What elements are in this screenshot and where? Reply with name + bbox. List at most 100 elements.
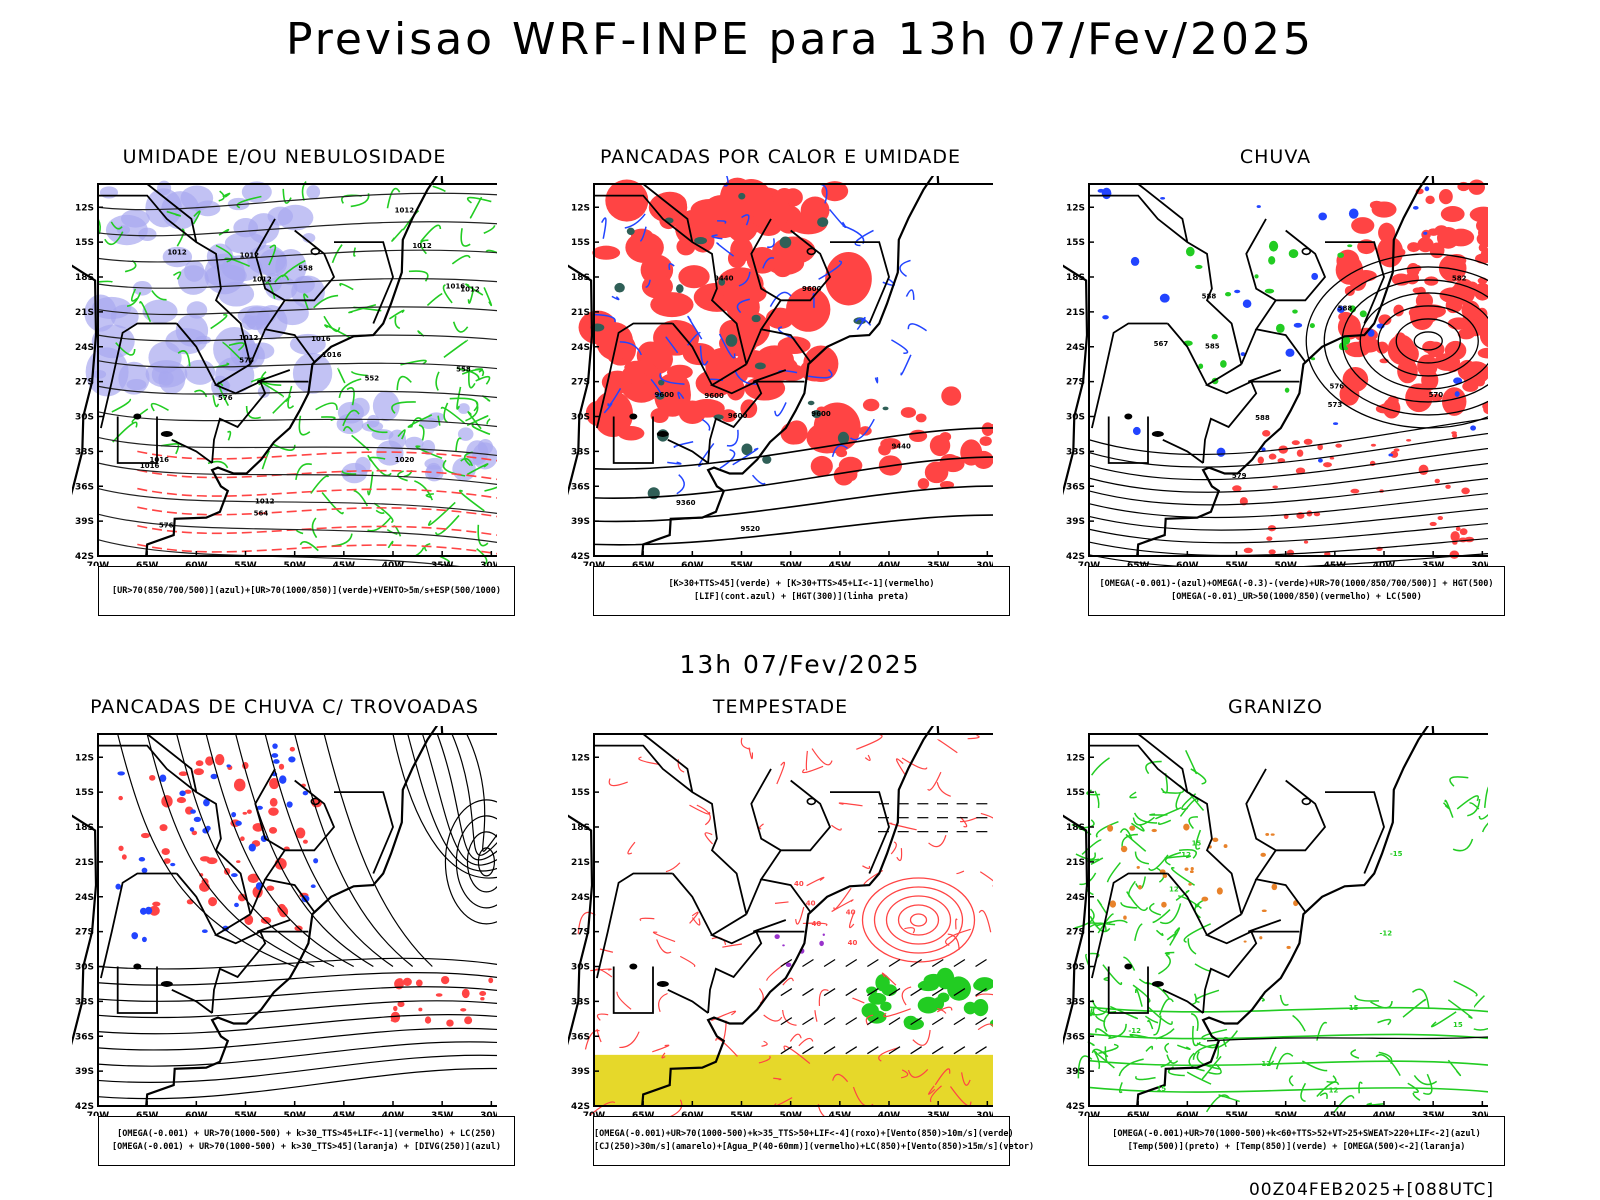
water-contour <box>795 906 805 925</box>
water-contour <box>937 1007 947 1014</box>
instability-area <box>617 426 645 441</box>
teal-area <box>658 379 665 386</box>
divergence-blue <box>203 798 210 807</box>
water-contour <box>661 1052 666 1059</box>
contour-label: -12 <box>1128 1027 1141 1035</box>
divergence-blue <box>231 811 237 818</box>
humidity-green-contour <box>391 401 416 414</box>
humidity-green-contour <box>110 221 123 230</box>
rain-area <box>1378 314 1392 326</box>
lon-tick-label: 45W <box>333 1111 356 1116</box>
wind-vector <box>823 1046 836 1055</box>
lat-tick-label: 36S <box>571 1032 590 1042</box>
wind-vector <box>975 1017 987 1026</box>
water-contour <box>888 822 917 831</box>
humidity-green-contour <box>115 342 136 356</box>
temp850-contour <box>1186 1071 1212 1085</box>
thunder-red <box>191 830 198 836</box>
humidity-green-contour <box>408 270 429 282</box>
water-contour <box>907 1069 929 1078</box>
thunder-red <box>193 768 204 776</box>
omega-orange <box>1120 845 1128 853</box>
lat-tick-label: 33S <box>571 997 590 1007</box>
storm-purple <box>774 934 780 940</box>
omega-orange <box>1151 828 1157 833</box>
lake <box>1301 797 1312 806</box>
temp850-contour <box>1092 1049 1115 1069</box>
instability-area <box>836 448 848 458</box>
isobar-line <box>97 277 497 289</box>
contour-label: 40 <box>794 880 804 888</box>
thunder-red <box>149 774 156 781</box>
streamline <box>97 1000 497 1019</box>
rain-area <box>1438 189 1453 205</box>
omega-blue <box>1367 329 1375 337</box>
border-line <box>830 241 890 324</box>
lon-tick-label: 70W <box>583 1111 606 1116</box>
omega-orange <box>1123 915 1127 920</box>
divergence-blue <box>279 775 287 784</box>
humidity-area <box>292 352 333 394</box>
water-contour <box>798 1037 814 1047</box>
thunder-red <box>289 746 296 752</box>
temp850-contour <box>1160 1059 1173 1068</box>
streamline <box>294 733 414 967</box>
isobar-line <box>97 462 497 486</box>
temp850-contour <box>1159 903 1182 925</box>
wind-vector <box>845 988 858 997</box>
teal-area <box>626 227 635 236</box>
thunder-red <box>215 754 225 766</box>
border-line <box>1167 322 1208 386</box>
temp850-contour <box>1194 903 1200 908</box>
humidity-green-contour <box>351 434 370 451</box>
divergence-blue <box>139 907 147 915</box>
water-contour <box>904 927 916 934</box>
rain-area <box>1469 206 1488 223</box>
streamline <box>97 1014 497 1035</box>
water-contour <box>927 771 942 791</box>
wind-vector <box>780 988 793 997</box>
lat-tick-label: 12S <box>1066 753 1085 763</box>
wind-vector <box>867 1017 879 1026</box>
teal-area <box>811 410 822 419</box>
humidity-green-contour <box>310 475 330 494</box>
rain-area <box>1425 195 1435 205</box>
water-contour <box>691 917 701 926</box>
lon-tick-label: 55W <box>730 1111 753 1116</box>
humidity-green-contour <box>236 195 262 209</box>
border-line <box>98 744 252 915</box>
panel-trovoadas: PANCADAS DE CHUVA C/ TROVOADAS 12S 15S 18S… <box>72 696 515 1176</box>
panel-title: UMIDADE E/OU NEBULOSIDADE <box>122 146 447 168</box>
lat-tick-label: 30S <box>1066 413 1085 423</box>
contour-label: 9360 <box>676 499 696 507</box>
water-contour <box>928 834 947 848</box>
contour-label: 1020 <box>395 456 415 464</box>
water-contour <box>862 865 871 869</box>
temp850-contour <box>1178 849 1197 859</box>
divergence-blue <box>141 867 148 874</box>
water-contour <box>704 832 714 845</box>
humidity-area <box>457 403 470 414</box>
omega-blue <box>1216 447 1226 457</box>
thickness-contour <box>137 450 497 462</box>
lif-contour <box>736 298 750 314</box>
water-contour <box>975 993 993 998</box>
humidity-green-contour <box>166 210 182 217</box>
west-coastline <box>1063 814 1089 1046</box>
lat-tick-label: 18S <box>75 823 94 833</box>
lon-tick-label: 50W <box>283 1111 306 1116</box>
temp850-contour <box>1423 1073 1433 1095</box>
humidity-area <box>186 301 208 319</box>
teal-area <box>807 400 815 406</box>
temp850-contour <box>1134 851 1150 865</box>
water-contour <box>782 977 794 986</box>
instability-area <box>719 177 755 218</box>
border-line <box>596 872 673 979</box>
streamline <box>1088 552 1488 566</box>
humidity-green-contour <box>415 445 443 460</box>
border-line <box>612 966 654 1014</box>
thunder-red <box>163 858 171 864</box>
contour-label: 9600 <box>802 285 822 293</box>
water-contour <box>652 1044 670 1053</box>
omega-orange <box>1184 867 1189 871</box>
